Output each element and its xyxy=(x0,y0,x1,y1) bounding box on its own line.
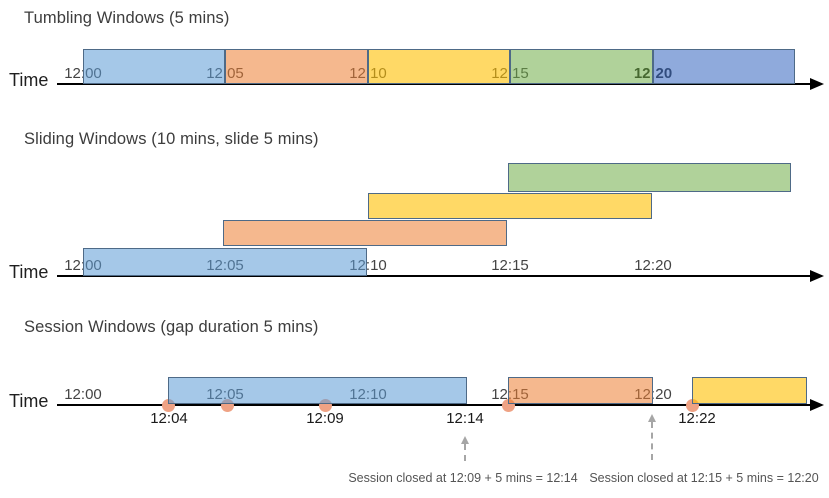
session-closed-annotation: Session closed at 12:09 + 5 mins = 12:14 xyxy=(348,471,578,485)
window-box xyxy=(368,49,510,84)
section-title-sliding: Sliding Windows (10 mins, slide 5 mins) xyxy=(24,130,319,148)
dashed-up-arrow xyxy=(459,436,471,461)
dashed-arrow-stem xyxy=(464,444,466,461)
event-time-label: 12:09 xyxy=(306,410,344,427)
window-box xyxy=(225,49,368,84)
window-box xyxy=(508,377,653,404)
window-box xyxy=(653,49,795,84)
grid-time-label: 12:20 xyxy=(634,257,672,274)
session-closed-annotation: Session closed at 12:15 + 5 mins = 12:20 xyxy=(589,471,819,485)
grid-time-label: 12:15 xyxy=(491,257,529,274)
section-title-session: Session Windows (gap duration 5 mins) xyxy=(24,318,319,336)
section-title-tumbling: Tumbling Windows (5 mins) xyxy=(24,9,230,27)
window-box xyxy=(510,49,653,84)
window-box xyxy=(692,377,807,404)
dashed-arrow-stem xyxy=(651,422,653,460)
timeline-arrowhead xyxy=(810,270,824,282)
window-box xyxy=(368,193,652,219)
dashed-arrow-head xyxy=(461,436,469,444)
event-time-label: 12:22 xyxy=(678,410,716,427)
window-box xyxy=(83,49,225,84)
dashed-arrow-head xyxy=(648,414,656,422)
timeline-arrowhead xyxy=(810,399,824,411)
grid-time-label: 12:00 xyxy=(64,386,102,403)
window-box xyxy=(83,248,367,276)
timeline xyxy=(57,83,812,85)
window-box xyxy=(508,163,791,192)
window-box xyxy=(168,377,467,404)
dashed-up-arrow xyxy=(646,414,658,460)
timeline xyxy=(57,404,812,406)
time-axis-label-session: Time xyxy=(9,391,49,411)
event-time-label: 12:04 xyxy=(150,410,188,427)
time-axis-label-sliding: Time xyxy=(9,262,49,282)
timeline-arrowhead xyxy=(810,78,824,90)
time-axis-label-tumbling: Time xyxy=(9,70,49,90)
event-time-label: 12:14 xyxy=(446,410,484,427)
window-box xyxy=(223,220,507,246)
timeline xyxy=(57,275,812,277)
